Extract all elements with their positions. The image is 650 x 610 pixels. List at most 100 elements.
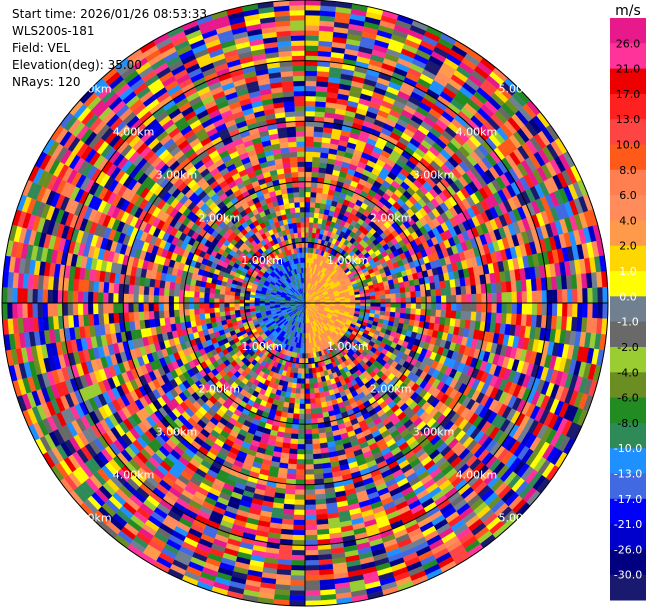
- radar-gate: [415, 296, 422, 304]
- radar-gate: [313, 473, 324, 480]
- radar-gate: [395, 302, 402, 309]
- radar-gate: [313, 463, 323, 470]
- radar-gate: [287, 407, 295, 414]
- radar-gate: [390, 307, 396, 313]
- radar-gate: [290, 570, 306, 576]
- radar-gate: [304, 479, 315, 485]
- radar-gate: [289, 443, 298, 450]
- radar-gate: [455, 310, 462, 320]
- radar-gate: [313, 387, 320, 394]
- radar-gate: [314, 397, 321, 404]
- radar-gate: [521, 302, 528, 315]
- radar-gate: [304, 555, 319, 561]
- radar-gate: [495, 312, 502, 324]
- radar-gate: [315, 503, 327, 510]
- radar-gate: [283, 498, 295, 505]
- radar-gate: [374, 290, 381, 296]
- radar-gate: [500, 313, 507, 325]
- radar-gate: [316, 412, 324, 419]
- radar-gate: [311, 161, 320, 168]
- radar-gate: [296, 454, 306, 460]
- radar-gate: [385, 293, 391, 299]
- radar-gate: [309, 201, 316, 208]
- radar-gate: [369, 291, 376, 297]
- radar-gate: [296, 378, 302, 384]
- radar-gate: [298, 418, 306, 425]
- radar-gate: [500, 281, 507, 293]
- radar-gate: [526, 290, 533, 304]
- radar-gate: [551, 289, 558, 304]
- radar-gate: [288, 600, 306, 607]
- radar-gate: [304, 176, 312, 183]
- radar-gate: [314, 202, 321, 209]
- radar-gate: [309, 217, 315, 223]
- radar-gate: [587, 302, 594, 319]
- radar-gate: [470, 311, 477, 322]
- radar-gate: [309, 207, 316, 213]
- radar-gate: [292, 529, 306, 536]
- radar-gate: [380, 294, 386, 300]
- radar-gate: [301, 368, 306, 374]
- radar-gate: [297, 428, 306, 435]
- radar-gate: [304, 20, 320, 26]
- radar-gate: [304, 464, 314, 470]
- radar-gate: [410, 302, 417, 309]
- radar-gate: [304, 575, 320, 581]
- radar-gate: [486, 302, 493, 313]
- radar-gate: [541, 290, 548, 304]
- radar-gate: [287, 458, 297, 465]
- radar-gate: [304, 423, 312, 430]
- radar-gate: [291, 428, 299, 435]
- radar-gate: [304, 141, 314, 147]
- radar-gate: [304, 156, 313, 162]
- radar-gate: [304, 539, 318, 546]
- radar-gate: [400, 297, 407, 304]
- radar-gate: [577, 302, 583, 318]
- radar-gate: [360, 296, 366, 301]
- radar-gate: [315, 101, 327, 108]
- radar-gate: [476, 302, 482, 313]
- radar-gate: [415, 308, 422, 316]
- radar-gate: [310, 196, 317, 203]
- radar-gate: [304, 363, 309, 369]
- radar-gate: [293, 519, 306, 526]
- radar-gate: [304, 428, 313, 435]
- radar-gate: [420, 302, 427, 310]
- radar-gate: [311, 428, 319, 435]
- radar-gate: [312, 151, 322, 158]
- radar-gate: [415, 290, 422, 298]
- radar-gate: [304, 398, 311, 405]
- radar-gate: [567, 288, 573, 304]
- radar-gate: [315, 407, 323, 414]
- radar-gate: [491, 292, 498, 304]
- radar-gate: [304, 181, 312, 188]
- radar-gate: [304, 388, 310, 395]
- radar-gate: [304, 9, 321, 16]
- radar-gate: [293, 403, 300, 410]
- radar-gate: [451, 302, 457, 312]
- radar-gate: [304, 549, 319, 556]
- radar-gate: [536, 302, 543, 316]
- radar-gate: [315, 402, 322, 409]
- radar-gate: [430, 309, 437, 317]
- radar-gate: [440, 309, 447, 318]
- radar-gate: [304, 439, 313, 445]
- radar-gate: [495, 282, 502, 294]
- radar-gate: [304, 469, 315, 475]
- radar-gate: [450, 286, 457, 296]
- radar-gate: [290, 575, 306, 581]
- radar-gate: [313, 126, 324, 133]
- radar-gate: [286, 468, 297, 475]
- radar-gate: [511, 302, 518, 315]
- radar-gate: [304, 131, 315, 137]
- radar-gate: [294, 494, 306, 501]
- radar-gate: [375, 294, 381, 300]
- radar-gate: [375, 298, 381, 304]
- radar-gate: [308, 363, 313, 369]
- radar-gate: [294, 393, 301, 399]
- radar-gate: [289, 397, 296, 404]
- radar-gate: [304, 75, 318, 82]
- radar-gate: [496, 302, 503, 314]
- radar-gate: [294, 504, 306, 511]
- radar-gate: [296, 373, 302, 379]
